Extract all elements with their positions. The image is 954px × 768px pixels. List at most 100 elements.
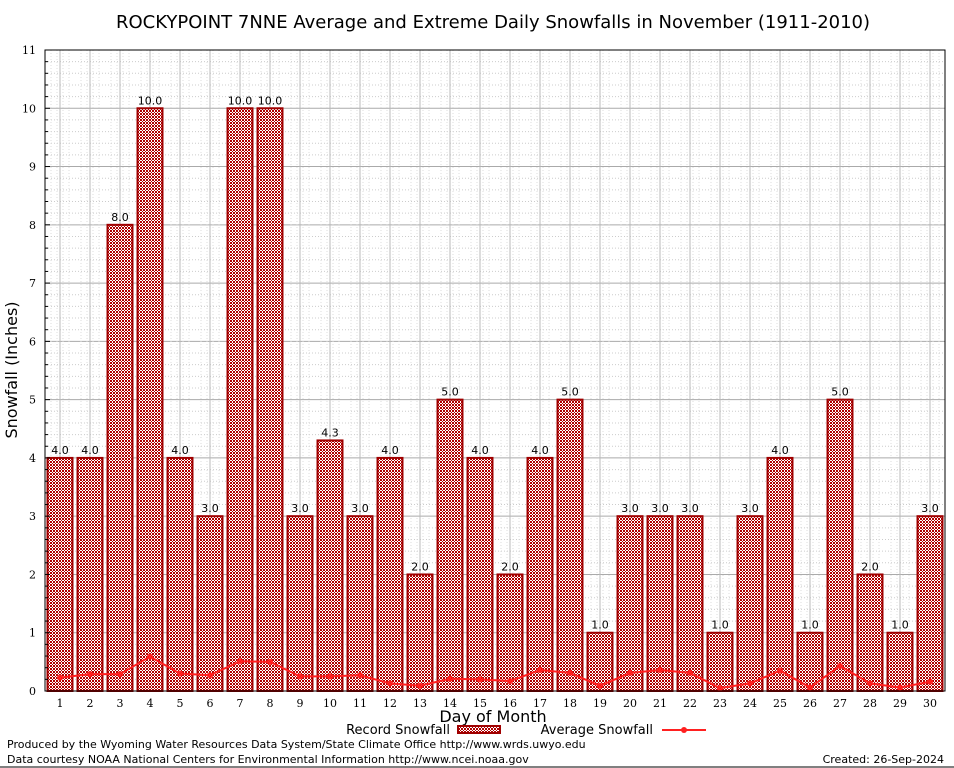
chart-title: ROCKYPOINT 7NNE Average and Extreme Dail…	[116, 12, 870, 33]
x-tick-label: 15	[473, 697, 487, 710]
bar-day-7	[226, 107, 254, 693]
bar-label: 1.0	[711, 619, 729, 632]
x-tick-label: 22	[683, 697, 697, 710]
y-ticks: 0 1 2 3 4 5 6 7 8 9 10 11	[22, 44, 50, 698]
y-tick-label: 8	[29, 219, 36, 232]
average-point	[417, 682, 423, 689]
x-tick-label: 24	[743, 697, 757, 710]
x-tick-label: 19	[593, 697, 607, 710]
average-point	[237, 658, 243, 665]
bar-day-15	[466, 456, 494, 692]
x-tick-label: 6	[207, 697, 214, 710]
average-point	[327, 673, 333, 680]
average-point	[507, 678, 513, 685]
bar-label: 5.0	[561, 386, 579, 399]
bar-label: 3.0	[291, 502, 309, 515]
bar-day-18	[556, 398, 584, 692]
legend-average-label: Average Snowfall	[541, 723, 653, 738]
y-tick-label: 0	[29, 685, 36, 698]
bar-day-16	[496, 573, 524, 692]
plot-frame	[44, 49, 946, 692]
x-tick-label: 30	[923, 697, 937, 710]
x-tick-label: 29	[893, 697, 907, 710]
bar-label: 1.0	[891, 619, 909, 632]
y-tick-label: 7	[29, 277, 36, 290]
average-point	[357, 672, 363, 679]
x-tick-label: 8	[267, 697, 274, 710]
y-tick-label: 11	[22, 44, 36, 57]
bar-label: 10.0	[258, 94, 283, 107]
x-tick-label: 21	[653, 697, 667, 710]
bar-day-20	[616, 515, 644, 692]
x-tick-label: 4	[147, 697, 154, 710]
x-ticks: 1 2 3 4 5 6 7 8 9 10 11 12 13 14 15 16 17 18 19 20 21 22 23 24 2…	[57, 697, 938, 710]
bar-day-25	[766, 456, 794, 692]
legend-average-marker	[681, 727, 687, 733]
x-tick-label: 18	[563, 697, 577, 710]
x-tick-label: 17	[533, 697, 547, 710]
average-point	[657, 667, 663, 674]
footer-data-courtesy: Data courtesy NOAA National Centers for …	[7, 753, 529, 766]
bar-label: 4.0	[771, 444, 789, 457]
x-tick-label: 12	[383, 697, 397, 710]
bar-day-27	[826, 398, 854, 692]
bar-label: 3.0	[201, 502, 219, 515]
legend-record-label: Record Snowfall	[346, 723, 450, 738]
average-point	[537, 667, 543, 674]
bar-label: 4.0	[81, 444, 99, 457]
bar-day-14	[436, 398, 464, 692]
bar-day-11	[346, 515, 374, 692]
bar-label: 2.0	[411, 560, 429, 573]
average-point	[567, 669, 573, 676]
bar-label: 8.0	[111, 211, 129, 224]
y-tick-label: 3	[29, 510, 36, 523]
bar-label: 3.0	[741, 502, 759, 515]
average-point	[777, 667, 783, 674]
average-point	[717, 685, 723, 692]
x-tick-label: 3	[117, 697, 124, 710]
bar-label: 4.0	[381, 444, 399, 457]
bar-label: 10.0	[138, 94, 163, 107]
x-tick-label: 27	[833, 697, 847, 710]
average-point	[747, 680, 753, 687]
bar-label: 2.0	[501, 560, 519, 573]
footer-produced-by: Produced by the Wyoming Water Resources …	[7, 738, 586, 751]
average-line	[57, 653, 933, 692]
bar-day-5	[166, 456, 194, 692]
bar-label: 3.0	[681, 502, 699, 515]
legend: Record Snowfall Average Snowfall	[346, 723, 706, 738]
x-tick-label: 23	[713, 697, 727, 710]
bar-day-12	[376, 456, 404, 692]
y-tick-label: 5	[29, 394, 36, 407]
x-axis-label: Day of Month	[439, 707, 546, 726]
average-point	[867, 680, 873, 687]
bar-day-21	[646, 515, 674, 692]
bar-label: 3.0	[621, 502, 639, 515]
y-tick-label: 2	[29, 568, 36, 581]
bar-day-1	[46, 456, 74, 692]
average-point	[147, 653, 153, 660]
bar-label: 3.0	[651, 502, 669, 515]
bar-day-13	[406, 573, 434, 692]
y-tick-label: 4	[29, 452, 36, 465]
bar-label: 4.0	[531, 444, 549, 457]
x-tick-label: 26	[803, 697, 817, 710]
x-tick-label: 2	[87, 697, 94, 710]
bars: 4.0 4.0 8.0 10.0 4.0 3.0 10.0 10.0 3.0 4.3 3.0 4.0 2…	[46, 94, 944, 693]
average-point	[927, 678, 933, 685]
average-point	[207, 672, 213, 679]
bar-label: 1.0	[591, 619, 609, 632]
bar-day-17	[526, 456, 554, 692]
average-point	[807, 684, 813, 691]
average-point	[627, 669, 633, 676]
y-tick-label: 9	[29, 161, 36, 174]
x-tick-label: 16	[503, 697, 517, 710]
bar-label: 3.0	[351, 502, 369, 515]
average-point	[387, 680, 393, 687]
average-point	[447, 675, 453, 682]
bar-label: 5.0	[831, 386, 849, 399]
x-tick-label: 11	[353, 697, 367, 710]
y-tick-label: 6	[29, 335, 36, 348]
bar-day-9	[286, 515, 314, 692]
